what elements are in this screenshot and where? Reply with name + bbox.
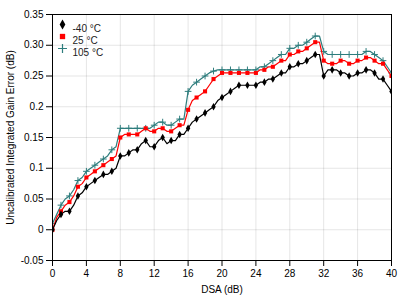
svg-text:24: 24	[250, 268, 262, 279]
svg-text:16: 16	[183, 268, 195, 279]
svg-text:0: 0	[50, 268, 56, 279]
svg-text:105 °C: 105 °C	[73, 47, 104, 58]
svg-text:12: 12	[149, 268, 161, 279]
svg-text:28: 28	[284, 268, 296, 279]
svg-text:0.30: 0.30	[24, 39, 44, 50]
svg-text:36: 36	[352, 268, 364, 279]
svg-text:0.2: 0.2	[30, 101, 44, 112]
svg-text:0.25: 0.25	[24, 70, 44, 81]
svg-text:-40 °C: -40 °C	[73, 23, 101, 34]
svg-text:32: 32	[318, 268, 330, 279]
svg-text:0.35: 0.35	[24, 9, 44, 20]
svg-text:4: 4	[84, 268, 90, 279]
svg-text:0.15: 0.15	[24, 132, 44, 143]
svg-text:-0.05: -0.05	[21, 255, 44, 266]
svg-text:25 °C: 25 °C	[73, 35, 98, 46]
svg-text:0.1: 0.1	[30, 162, 44, 173]
svg-text:8: 8	[118, 268, 124, 279]
svg-text:0: 0	[38, 224, 44, 235]
svg-text:20: 20	[216, 268, 228, 279]
svg-text:0.05: 0.05	[24, 193, 44, 204]
svg-text:40: 40	[386, 268, 398, 279]
svg-text:DSA (dB): DSA (dB)	[201, 284, 243, 295]
svg-text:Uncalibrated Integrated Gain E: Uncalibrated Integrated Gain Error (dB)	[5, 50, 16, 225]
